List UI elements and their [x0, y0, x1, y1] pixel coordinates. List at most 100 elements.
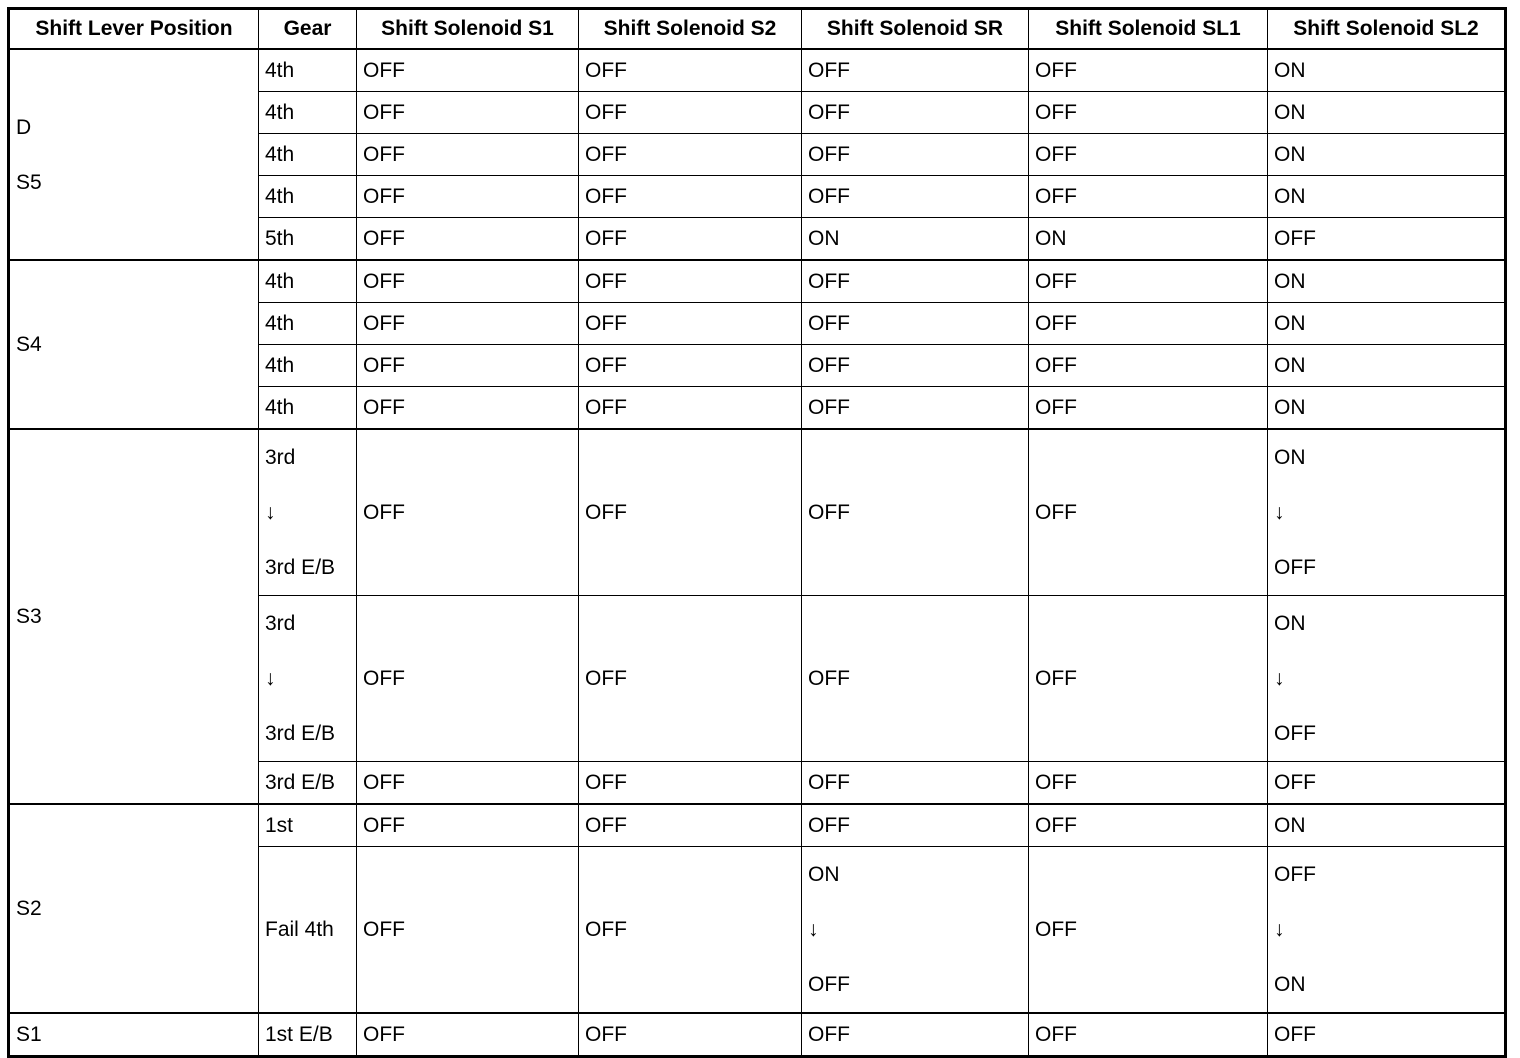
- sl1-cell: OFF: [1028, 761, 1268, 805]
- cell-line: OFF: [363, 918, 405, 941]
- cell-line: OFF: [808, 185, 850, 208]
- column-header: Shift Solenoid S2: [578, 8, 802, 50]
- sr-cell: OFF: [801, 386, 1029, 430]
- cell-line: OFF: [585, 101, 627, 124]
- shift-lever-position-cell: S4: [8, 259, 259, 430]
- cell-line: OFF: [363, 501, 405, 524]
- column-header: Shift Solenoid S1: [356, 8, 579, 50]
- table-row: 4th OFF OFF OFF OFF ON: [9, 175, 1506, 218]
- cell-line: ON: [1274, 814, 1306, 837]
- gear-cell: Fail 4th: [258, 846, 357, 1014]
- cell-line: 4th: [265, 354, 295, 377]
- cell-line: OFF: [808, 973, 850, 996]
- cell-line: OFF: [1274, 722, 1316, 745]
- cell-line: OFF: [1274, 1023, 1316, 1046]
- cell-line: OFF: [363, 312, 405, 335]
- cell-line: OFF: [363, 667, 405, 690]
- cell-line: ON: [1274, 185, 1306, 208]
- cell-line: OFF: [585, 667, 627, 690]
- cell-line: ON: [1274, 446, 1306, 469]
- cell-line: ON: [1274, 973, 1306, 996]
- cell-line: S1: [16, 1023, 42, 1046]
- cell-line: OFF: [363, 185, 405, 208]
- cell-line: ON: [1274, 612, 1306, 635]
- cell-line: OFF: [585, 270, 627, 293]
- cell-line: Fail 4th: [265, 918, 334, 941]
- cell-line: OFF: [1274, 556, 1316, 579]
- cell-line: OFF: [1035, 918, 1077, 941]
- cell-line: OFF: [363, 270, 405, 293]
- s1-cell: OFF: [356, 803, 579, 847]
- cell-line: 3rd E/B: [265, 771, 336, 794]
- cell-line: OFF: [363, 1023, 405, 1046]
- sl1-cell: OFF: [1028, 259, 1268, 303]
- cell-line: 4th: [265, 101, 295, 124]
- cell-line: OFF: [585, 354, 627, 377]
- cell-line: OFF: [585, 814, 627, 837]
- cell-line: OFF: [363, 143, 405, 166]
- cell-line: OFF: [808, 814, 850, 837]
- cell-line: 3rd: [265, 612, 296, 635]
- cell-line: ON: [808, 863, 840, 886]
- gear-cell: 1st: [258, 803, 357, 847]
- cell-line: OFF: [808, 59, 850, 82]
- cell-line: OFF: [1035, 396, 1077, 419]
- cell-line: OFF: [808, 312, 850, 335]
- cell-line: OFF: [1035, 270, 1077, 293]
- table-row: 5th OFF OFF ON ON OFF: [9, 217, 1506, 261]
- table-row: 3rd ↓ 3rd E/B OFF OFF OFF OFF ON ↓ OFF: [9, 595, 1506, 762]
- gear-cell: 5th: [258, 217, 357, 261]
- s2-cell: OFF: [578, 344, 802, 387]
- cell-line: ON: [1274, 101, 1306, 124]
- table-row: 4th OFF OFF OFF OFF ON: [9, 91, 1506, 134]
- cell-line: OFF: [585, 501, 627, 524]
- gear-cell: 4th: [258, 175, 357, 218]
- cell-line: ↓: [1274, 501, 1285, 524]
- table-row: D S5 4th OFF OFF OFF OFF ON: [8, 48, 1506, 261]
- cell-line: 4th: [265, 185, 295, 208]
- sl2-cell: ON: [1267, 344, 1506, 387]
- cell-line: OFF: [585, 143, 627, 166]
- cell-line: OFF: [1274, 227, 1316, 250]
- cell-line: 3rd: [265, 446, 296, 469]
- s1-cell: OFF: [356, 48, 579, 92]
- cell-line: S2: [16, 897, 42, 920]
- cell-line: OFF: [363, 396, 405, 419]
- shift-lever-position-cell: D S5: [8, 48, 259, 261]
- cell-line: OFF: [1035, 771, 1077, 794]
- sl2-cell: ON: [1267, 803, 1506, 847]
- cell-line: OFF: [585, 312, 627, 335]
- sl2-cell: OFF: [1267, 761, 1506, 805]
- cell-line: 3rd E/B: [265, 722, 336, 745]
- cell-line: 1st E/B: [265, 1023, 333, 1046]
- s2-cell: OFF: [578, 761, 802, 805]
- cell-line: ↓: [1274, 918, 1285, 941]
- cell-line: OFF: [1035, 312, 1077, 335]
- cell-line: OFF: [1035, 185, 1077, 208]
- cell-line: OFF: [585, 1023, 627, 1046]
- s1-cell: OFF: [356, 595, 579, 762]
- cell-line: S5: [16, 170, 42, 194]
- sl2-cell: OFF: [1267, 217, 1506, 261]
- table-row: 4th OFF OFF OFF OFF ON: [9, 302, 1506, 345]
- gear-cell: 4th: [258, 91, 357, 134]
- cell-line: OFF: [585, 185, 627, 208]
- cell-line: OFF: [1035, 814, 1077, 837]
- column-header: Shift Solenoid SR: [801, 8, 1029, 50]
- gear-cell: 4th: [258, 344, 357, 387]
- s1-cell: OFF: [356, 91, 579, 134]
- gear-cell: 4th: [258, 133, 357, 176]
- cell-line: OFF: [808, 396, 850, 419]
- cell-line: OFF: [1274, 771, 1316, 794]
- sr-cell: OFF: [801, 803, 1029, 847]
- cell-line: ON: [1035, 227, 1067, 250]
- cell-line: OFF: [1035, 1023, 1077, 1046]
- s1-cell: OFF: [356, 386, 579, 430]
- cell-line: OFF: [363, 814, 405, 837]
- s1-cell: OFF: [356, 259, 579, 303]
- cell-line: 1st: [265, 814, 294, 837]
- table-row: S3 3rd ↓ 3rd E/B OFF OFF OFF OFF ON ↓ OFF: [8, 428, 1506, 805]
- cell-line: OFF: [585, 918, 627, 941]
- cell-line: ↓: [808, 918, 819, 941]
- sr-cell: OFF: [801, 175, 1029, 218]
